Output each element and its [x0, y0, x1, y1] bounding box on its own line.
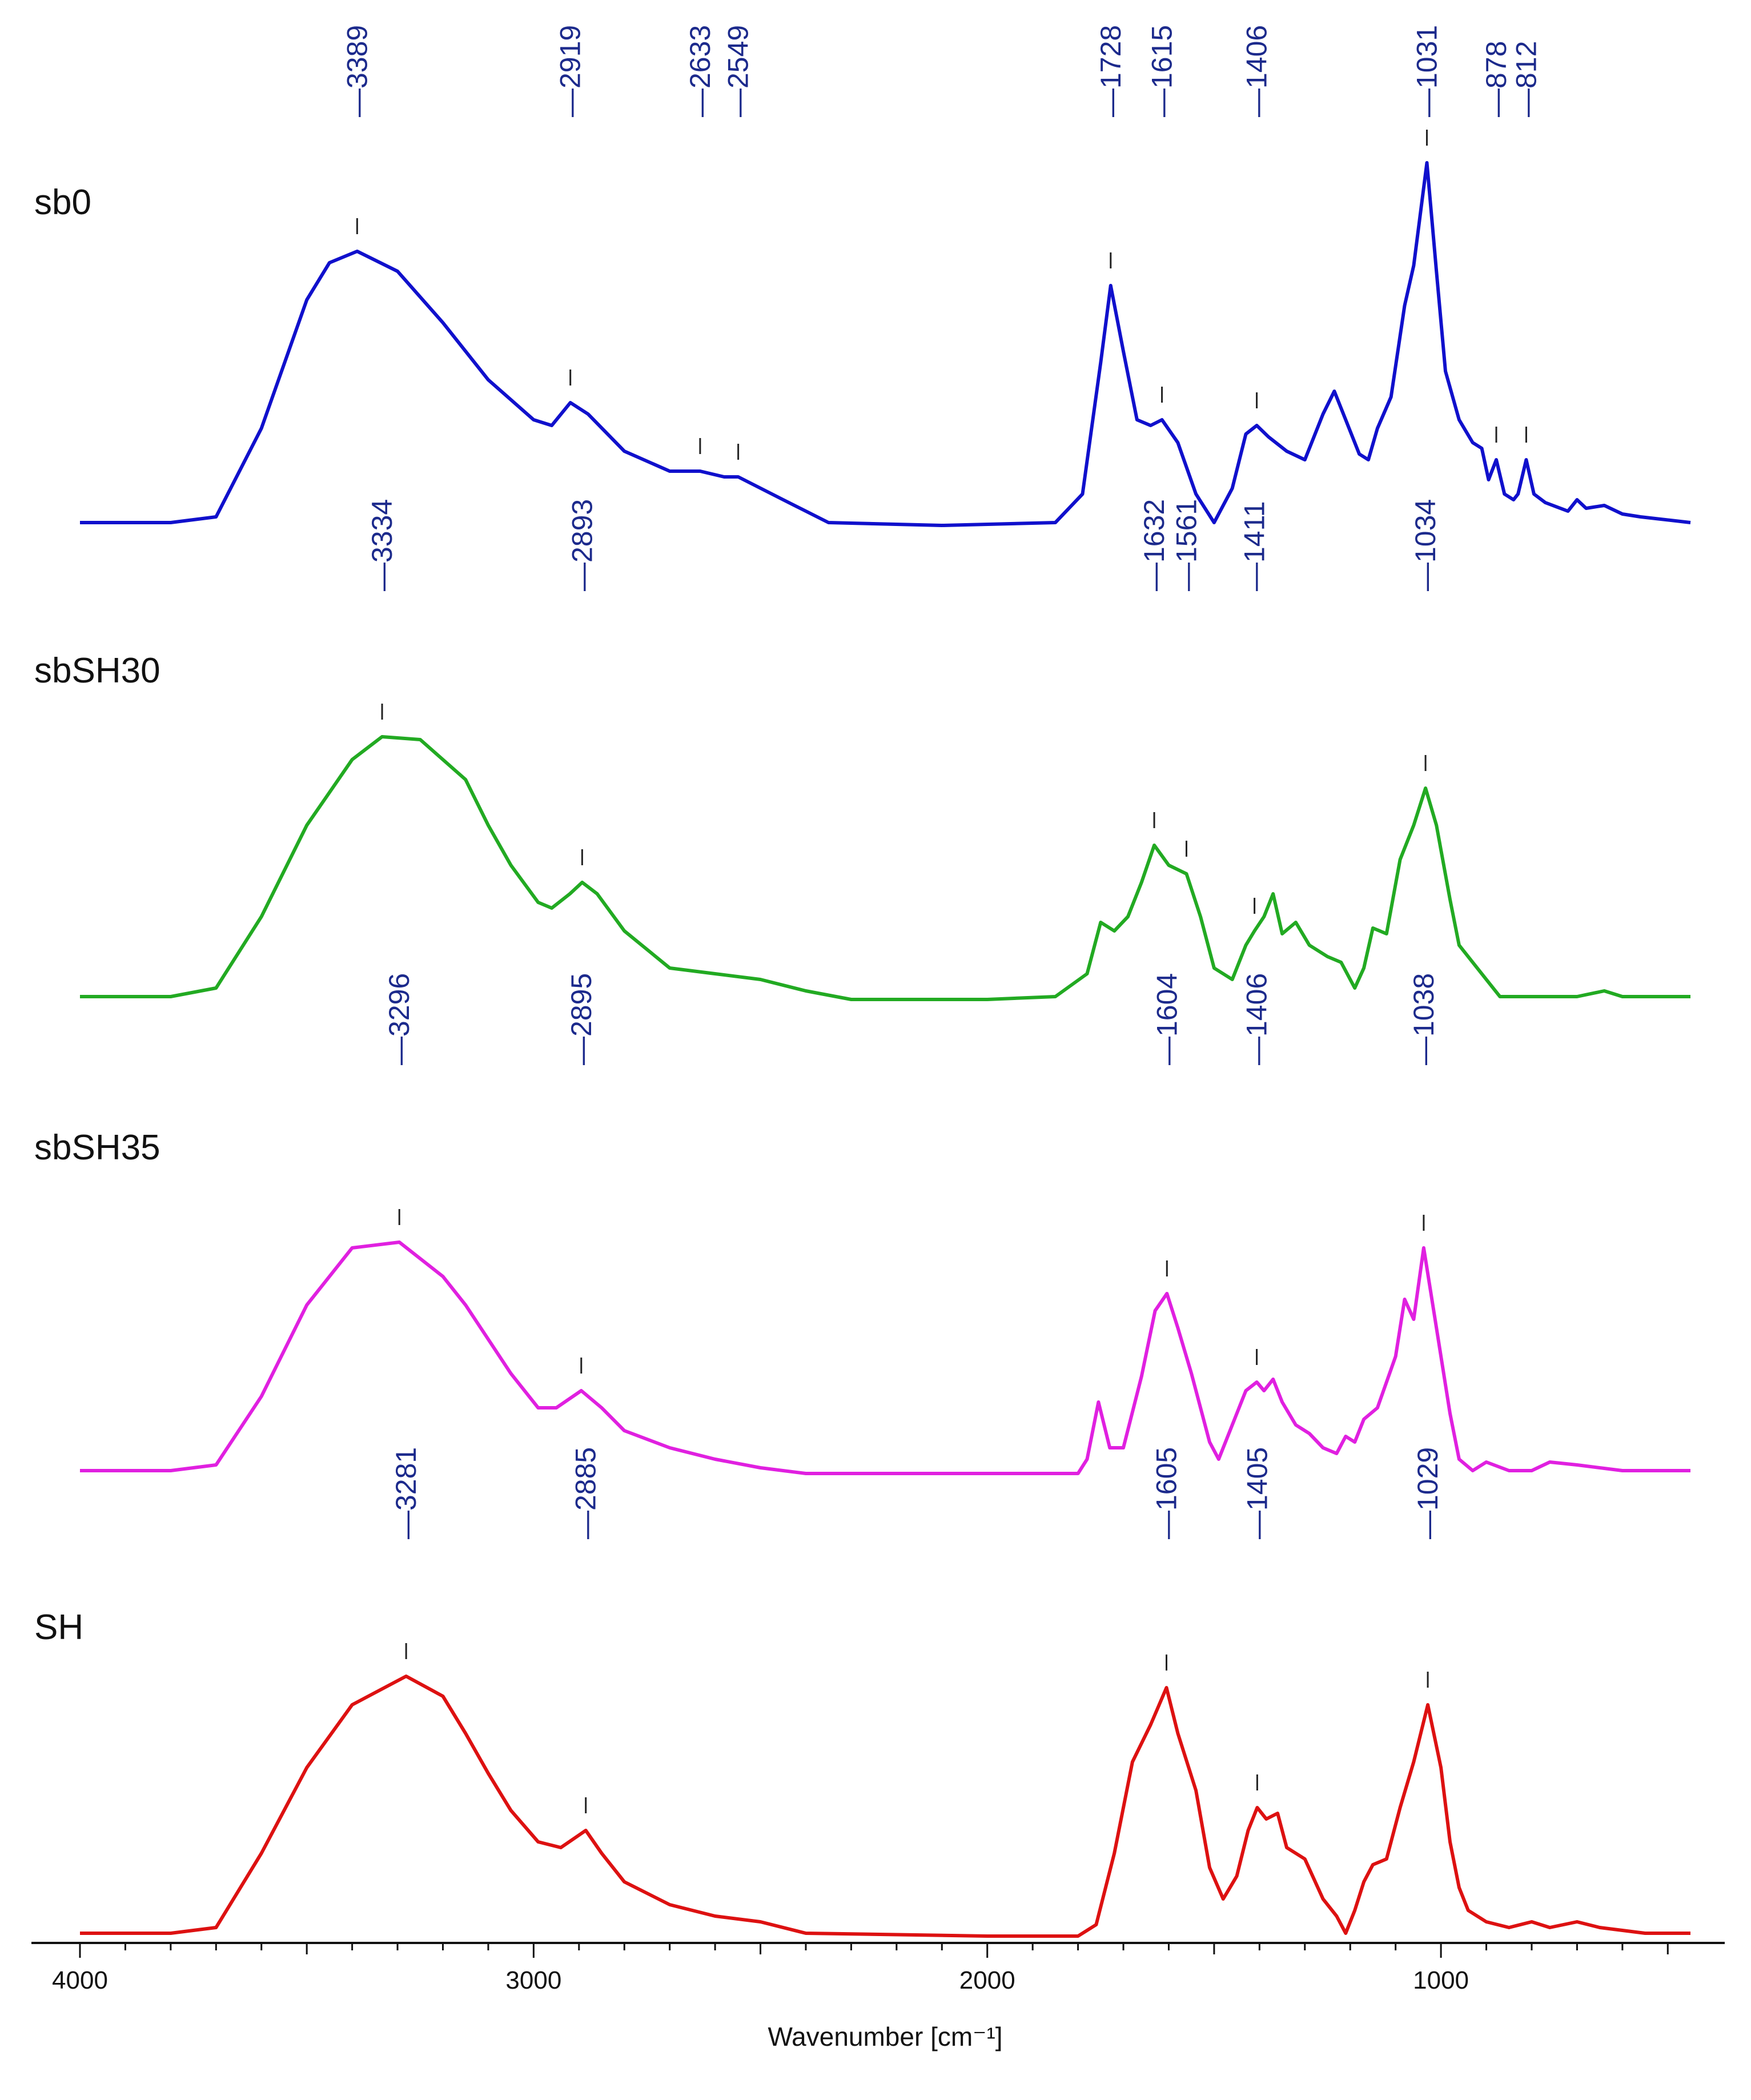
- peak-label-sb0-1406: —1406: [1241, 25, 1273, 117]
- peak-label-sb0-3389: —3389: [341, 25, 373, 117]
- peak-label-SH-1605: —1605: [1151, 1447, 1183, 1539]
- trace-SH: SH —3281 —2885 —1605 —1405 —1029: [34, 1447, 1690, 1938]
- peak-label-sb0-878: —878: [1480, 41, 1512, 117]
- peak-label-sb0-1031: —1031: [1411, 25, 1443, 117]
- series-label-sbSH35: sbSH35: [34, 1128, 160, 1167]
- peak-label-sbSH35-2895: —2895: [565, 973, 597, 1065]
- trace-sbSH30: sbSH30 —3334 —2893 —1632 —1561 —1411 —1034: [34, 499, 1690, 1001]
- series-label-SH: SH: [34, 1608, 83, 1647]
- x-axis: Wavenumber [cm⁻¹] 4000 3000 2000 1000: [31, 1942, 1725, 2051]
- peak-label-SH-2885: —2885: [570, 1447, 602, 1539]
- peak-label-sbSH30-1632: —1632: [1138, 499, 1170, 591]
- peak-label-sb0-812: —812: [1510, 41, 1542, 117]
- peak-label-sbSH30-3334: —3334: [366, 499, 398, 591]
- peak-label-SH-1405: —1405: [1241, 1447, 1273, 1539]
- peak-label-sbSH30-1561: —1561: [1171, 499, 1203, 591]
- peak-label-SH-3281: —3281: [390, 1447, 422, 1539]
- spectra-traces: sb0 —3389 —2919 —2633 —2549 —1728 —1615 —1406 —1…: [34, 25, 1691, 1938]
- peak-label-sbSH35-1406: —1406: [1241, 973, 1273, 1065]
- peak-label-sb0-2549: —2549: [722, 25, 754, 117]
- series-line-sbSH30: [80, 735, 1690, 1001]
- trace-sb0: sb0 —3389 —2919 —2633 —2549 —1728 —1615 —1406 —1…: [34, 25, 1691, 527]
- series-line-sb0: [80, 161, 1691, 527]
- x-tick-label-2000: 2000: [959, 1966, 1015, 1994]
- peak-label-sb0-2919: —2919: [555, 25, 587, 117]
- peak-label-sb0-1615: —1615: [1146, 25, 1178, 117]
- series-label-sb0: sb0: [34, 183, 91, 222]
- peak-label-sbSH30-1411: —1411: [1239, 501, 1271, 591]
- x-tick-label-4000: 4000: [52, 1966, 108, 1994]
- peak-label-sbSH30-2893: —2893: [566, 499, 598, 591]
- trace-sbSH35: sbSH35 —3296 —2895 —1604 —1406 —1038: [34, 973, 1690, 1475]
- peak-label-sb0-2633: —2633: [684, 25, 716, 117]
- peak-label-sb0-1728: —1728: [1095, 25, 1127, 117]
- peak-label-sbSH35-3296: —3296: [383, 973, 415, 1065]
- peak-label-sbSH35-1038: —1038: [1408, 973, 1440, 1065]
- series-line-sbSH35: [80, 1240, 1690, 1475]
- x-axis-title: Wavenumber [cm⁻¹]: [768, 2022, 1002, 2051]
- series-line-SH: [80, 1675, 1690, 1938]
- peak-label-sbSH30-1034: —1034: [1409, 499, 1441, 591]
- x-tick-label-1000: 1000: [1413, 1966, 1469, 1994]
- x-tick-label-3000: 3000: [505, 1966, 561, 1994]
- series-label-sbSH30: sbSH30: [34, 651, 160, 690]
- peak-label-sbSH35-1604: —1604: [1151, 973, 1183, 1065]
- peak-label-SH-1029: —1029: [1412, 1447, 1444, 1539]
